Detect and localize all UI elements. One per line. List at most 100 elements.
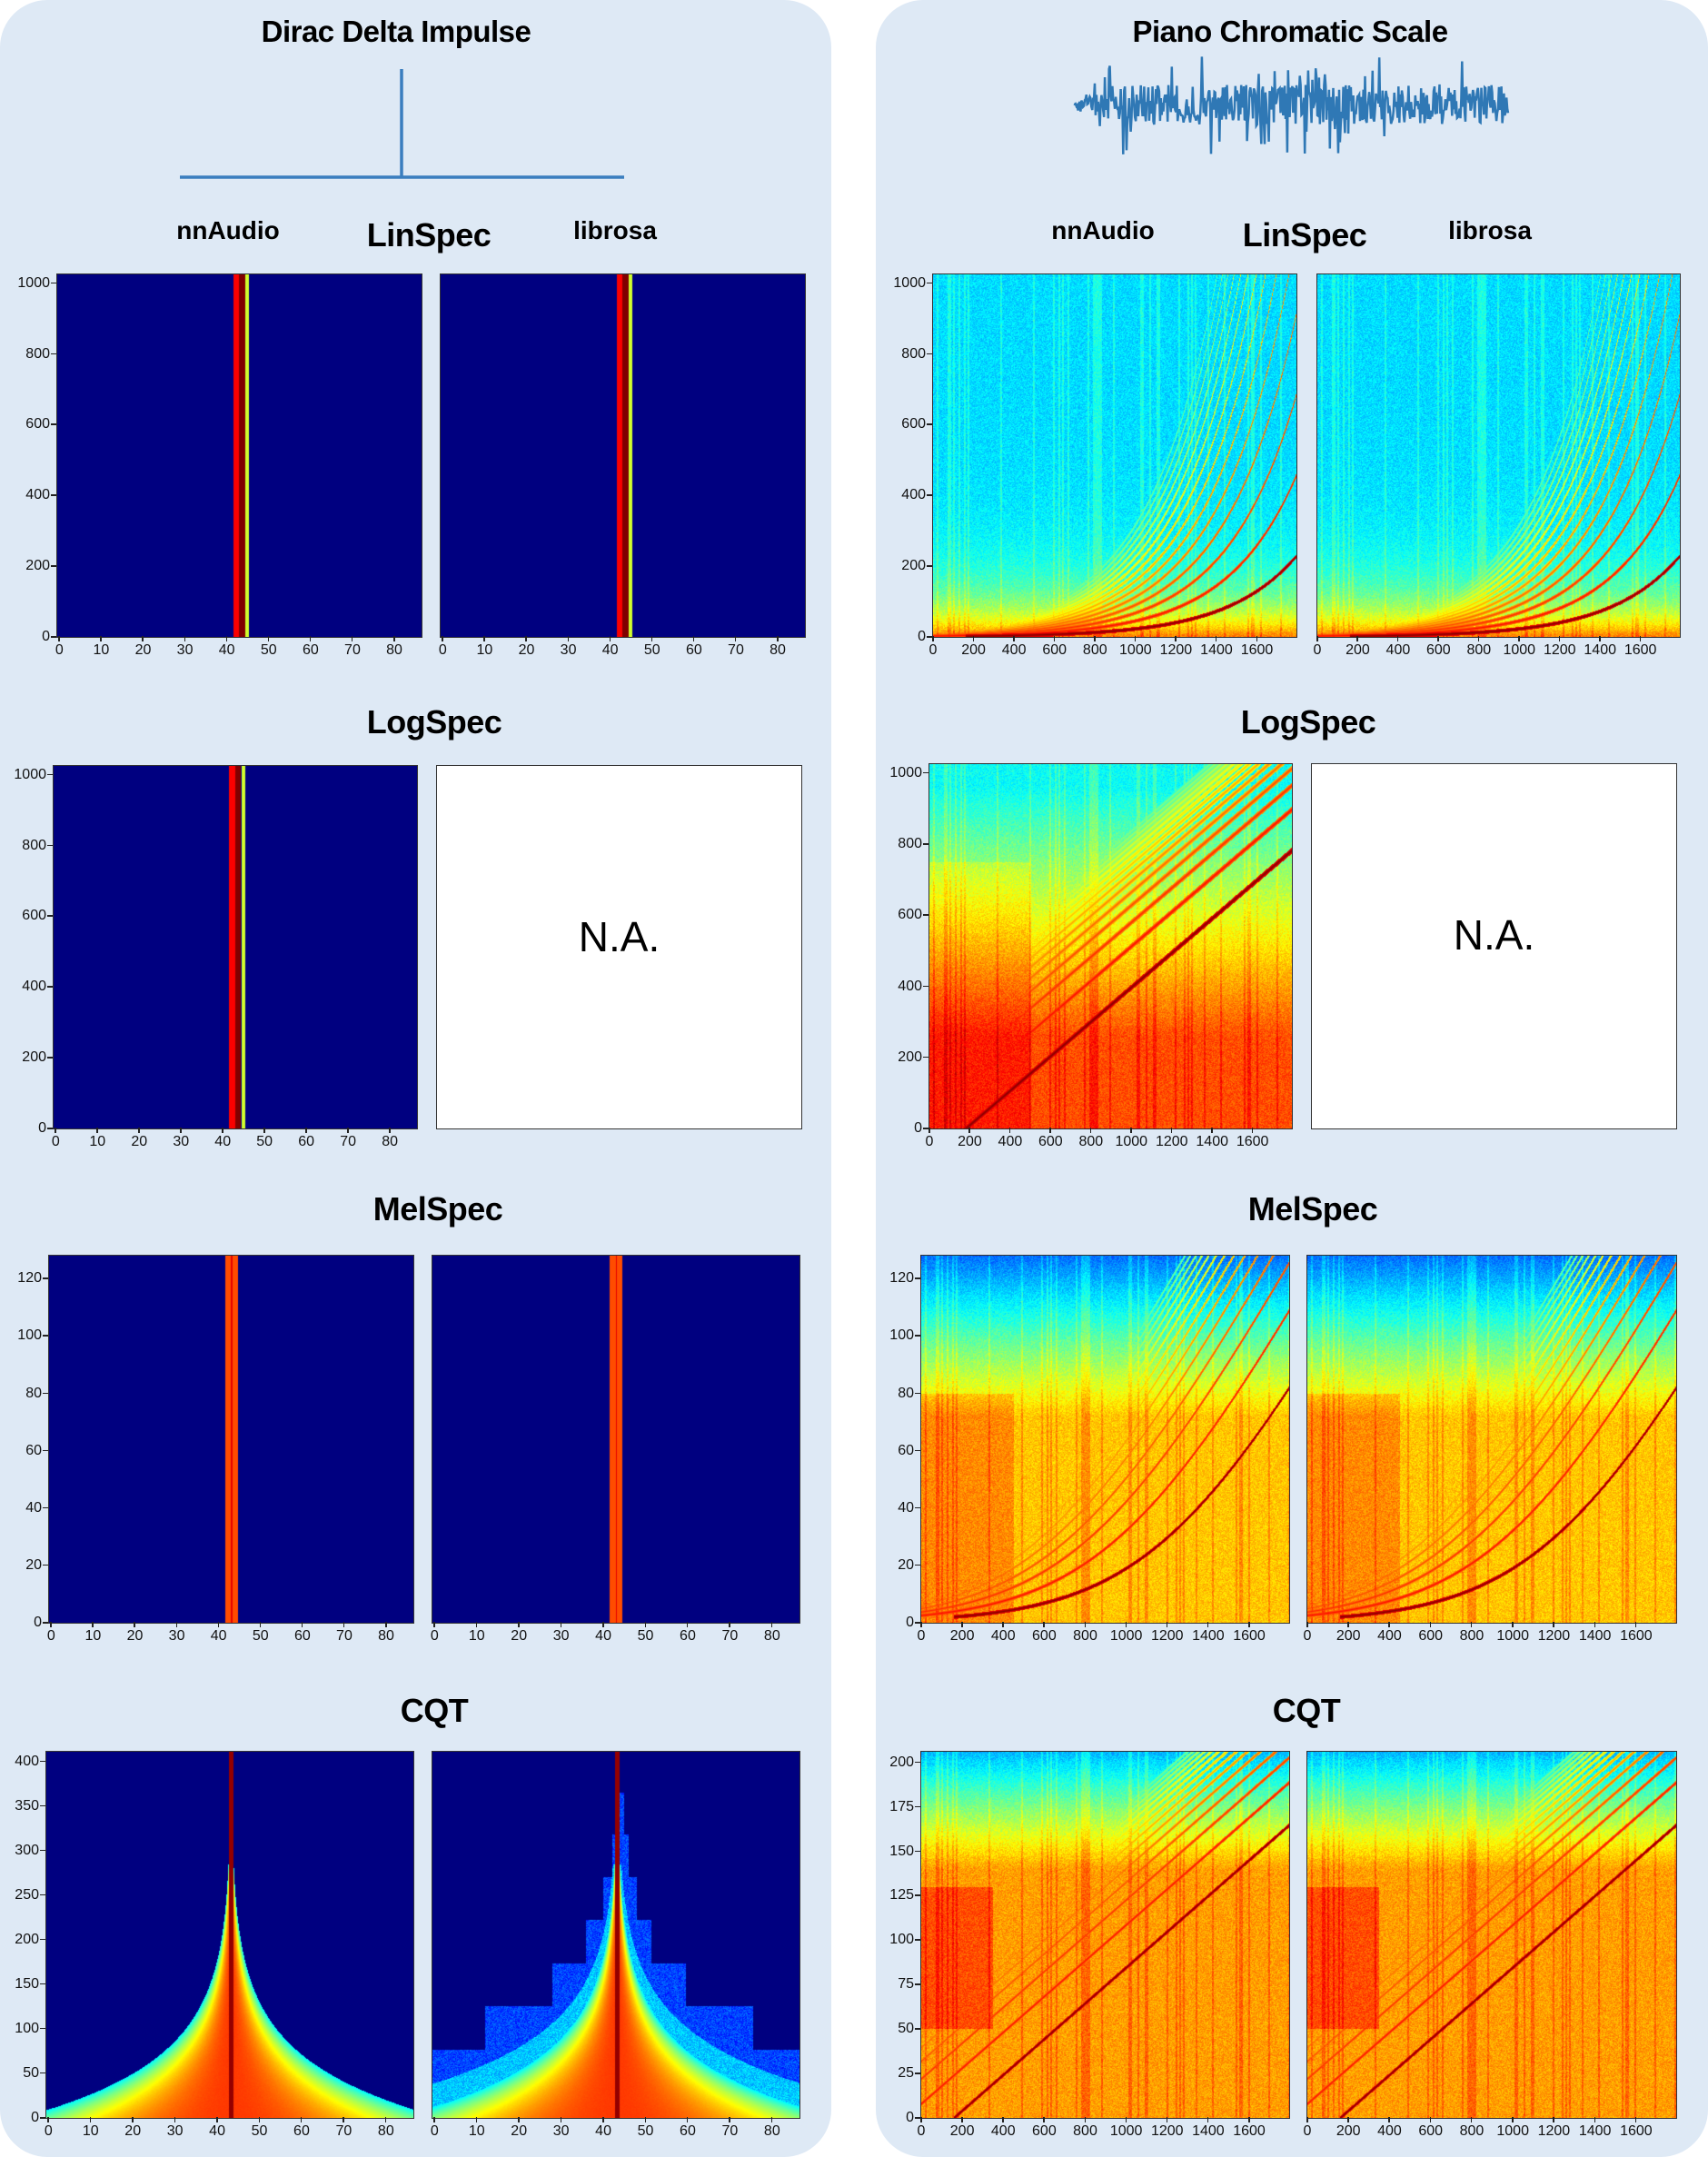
x-tick-mark	[734, 636, 737, 641]
y-tick-mark	[927, 423, 932, 425]
x-tick-label: 50	[260, 642, 277, 658]
x-tick-label: 1000	[1109, 1628, 1143, 1644]
x-tick-mark	[1175, 636, 1177, 641]
y-tick-mark	[40, 1938, 45, 1941]
x-tick-label: 20	[518, 642, 535, 658]
piano-title: Piano Chromatic Scale	[1132, 15, 1448, 48]
x-tick-label: 1200	[1159, 642, 1193, 658]
x-tick-label: 1000	[1496, 1628, 1529, 1644]
y-tick-mark	[915, 1277, 920, 1279]
x-tick-mark	[216, 2117, 218, 2122]
y-tick-label: 50	[23, 2064, 39, 2081]
x-tick-label: 600	[1032, 1628, 1057, 1644]
x-tick-mark	[1512, 2117, 1514, 2122]
x-tick-mark	[1306, 1622, 1308, 1627]
heatmap-image	[929, 764, 1292, 1128]
y-tick-mark	[43, 1506, 48, 1509]
y-tick-label: 80	[25, 1385, 42, 1401]
na-text: N.A.	[1453, 911, 1535, 959]
x-tick-mark	[1553, 1622, 1554, 1627]
y-tick-label: 100	[889, 1932, 914, 1948]
x-tick-label: 400	[990, 1628, 1016, 1644]
y-tick-mark	[43, 1335, 48, 1337]
x-tick-mark	[1125, 1622, 1127, 1627]
y-tick-label: 25	[898, 2065, 914, 2082]
y-tick-mark	[40, 2117, 45, 2119]
y-tick-label: 0	[34, 1615, 42, 1630]
x-tick-mark	[650, 636, 653, 641]
y-tick-label: 800	[901, 345, 926, 362]
x-tick-label: 400	[1385, 642, 1411, 658]
x-tick-mark	[525, 636, 527, 641]
x-tick-mark	[351, 636, 353, 641]
section-linspec: LinSpec	[366, 216, 492, 253]
x-tick-label: 10	[468, 1628, 485, 1644]
x-tick-label: 80	[763, 1628, 780, 1644]
x-tick-mark	[50, 1622, 52, 1627]
x-tick-label: 800	[1459, 2123, 1485, 2139]
y-tick-label: 40	[898, 1499, 914, 1516]
heatmap-image	[1307, 1752, 1676, 2118]
y-tick-mark	[915, 1622, 920, 1624]
y-tick-label: 60	[898, 1442, 914, 1458]
x-tick-mark	[1347, 1622, 1349, 1627]
y-tick-label: 100	[15, 2020, 39, 2036]
x-tick-label: 60	[293, 1628, 311, 1644]
x-tick-mark	[1094, 636, 1096, 641]
x-tick-label: 0	[430, 1628, 439, 1644]
y-tick-mark	[923, 771, 928, 774]
x-tick-mark	[1470, 2117, 1473, 2122]
waveform-trace	[1073, 56, 1510, 154]
x-tick-label: 50	[256, 1134, 273, 1149]
heatmap-dirac-melspec-librosa: 0 10 20 30 40 50 60 70 80	[431, 1255, 800, 1644]
y-tick-mark	[47, 986, 53, 988]
x-tick-mark	[1043, 2117, 1045, 2122]
y-tick-mark	[40, 1894, 45, 1896]
na-text: N.A.	[578, 912, 660, 960]
x-tick-mark	[602, 2117, 604, 2122]
x-tick-mark	[442, 636, 443, 641]
x-tick-label: 600	[1032, 2123, 1057, 2139]
x-tick-mark	[1008, 1128, 1011, 1133]
x-tick-mark	[770, 1622, 773, 1627]
label-librosa: librosa	[573, 216, 657, 244]
y-tick-label: 600	[22, 908, 46, 924]
x-tick-label: 1200	[1150, 1628, 1184, 1644]
x-tick-mark	[1256, 636, 1258, 641]
section-logspec: LogSpec	[1240, 703, 1376, 741]
x-tick-mark	[384, 2117, 387, 2122]
section-melspec: MelSpec	[372, 1190, 503, 1228]
x-tick-label: 60	[302, 642, 319, 658]
y-tick-label: 350	[15, 1797, 39, 1814]
y-tick-mark	[51, 636, 56, 638]
x-tick-label: 70	[721, 2123, 739, 2139]
x-tick-label: 400	[1377, 1628, 1402, 1644]
x-tick-mark	[175, 1622, 178, 1627]
y-tick-label: 400	[898, 978, 922, 994]
y-tick-mark	[915, 1805, 920, 1808]
x-tick-mark	[1347, 2117, 1349, 2122]
y-tick-label: 200	[15, 1931, 39, 1947]
x-tick-mark	[1002, 1622, 1004, 1627]
heatmap-image	[57, 274, 422, 637]
impulse-waveform-icon	[180, 69, 624, 179]
x-tick-label: 800	[1459, 1628, 1485, 1644]
x-tick-label: 1400	[1578, 2123, 1612, 2139]
x-tick-label: 1400	[1192, 2123, 1225, 2139]
y-tick-label: 0	[31, 2110, 39, 2125]
x-tick-mark	[1248, 2117, 1250, 2122]
x-tick-label: 10	[476, 642, 493, 658]
x-tick-label: 600	[1426, 642, 1451, 658]
x-tick-mark	[134, 1622, 135, 1627]
x-tick-label: 1600	[1624, 642, 1657, 658]
y-tick-mark	[40, 1983, 45, 1985]
y-tick-label: 1000	[889, 764, 922, 780]
x-tick-label: 30	[168, 1628, 185, 1644]
x-tick-label: 0	[51, 1134, 60, 1149]
x-tick-label: 800	[1082, 642, 1107, 658]
x-tick-mark	[972, 636, 975, 641]
x-tick-mark	[258, 2117, 260, 2122]
x-tick-mark	[100, 636, 102, 641]
heatmap-image	[54, 766, 417, 1128]
x-tick-label: 1600	[1240, 642, 1274, 658]
